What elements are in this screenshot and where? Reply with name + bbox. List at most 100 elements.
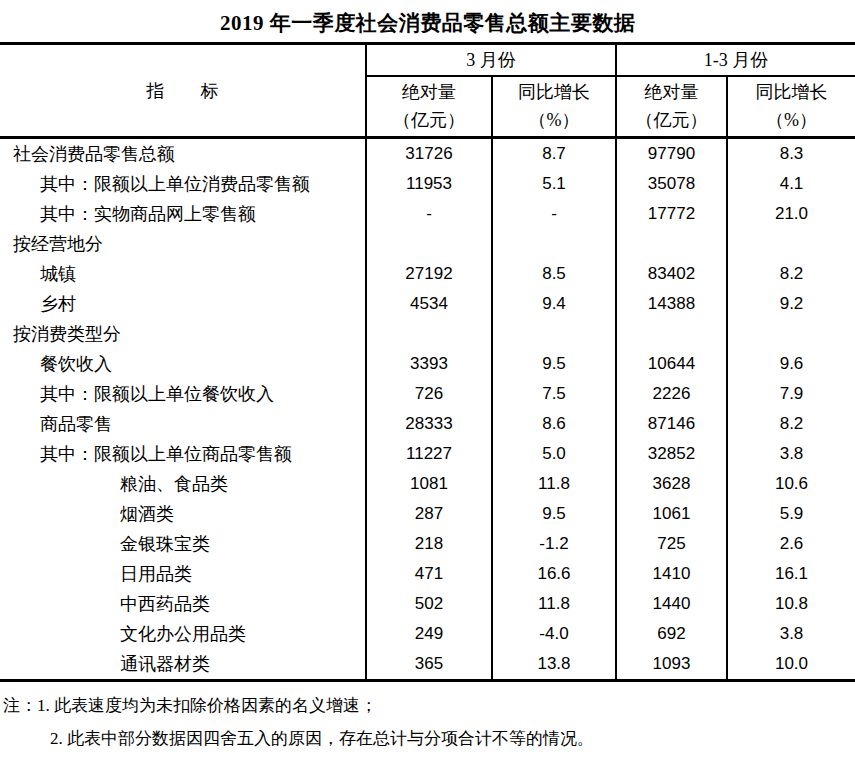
header-group-row: 指 标 3 月份 1-3 月份 bbox=[0, 44, 855, 76]
value-cell: 13.8 bbox=[492, 649, 616, 681]
notes: 注：1. 此表速度均为未扣除价格因素的名义增速； 2. 此表中部分数据因四舍五入… bbox=[0, 682, 855, 755]
retail-sales-table: 指 标 3 月份 1-3 月份 绝对量 （亿元） 同比增长 （%） 绝对量 （亿… bbox=[0, 42, 855, 682]
indicator-cell: 通讯器材类 bbox=[0, 649, 366, 681]
page-title: 2019 年一季度社会消费品零售总额主要数据 bbox=[0, 0, 855, 42]
value-cell: 11953 bbox=[366, 169, 492, 199]
subheader-line: 同比增长 bbox=[728, 78, 855, 106]
value-cell: 10.6 bbox=[727, 469, 855, 499]
value-cell: 365 bbox=[366, 649, 492, 681]
table-row: 社会消费品零售总额317268.7977908.3 bbox=[0, 138, 855, 170]
value-cell: 5.0 bbox=[492, 439, 616, 469]
subheader-line: （%） bbox=[493, 106, 615, 134]
value-cell bbox=[727, 319, 855, 349]
note-line: 2. 此表中部分数据因四舍五入的原因，存在总计与分项合计不等的情况。 bbox=[3, 722, 855, 755]
value-cell: 3393 bbox=[366, 349, 492, 379]
subheader-absolute-jan-mar: 绝对量 （亿元） bbox=[616, 76, 727, 138]
value-cell: - bbox=[366, 199, 492, 229]
indicator-cell: 其中：限额以上单位商品零售额 bbox=[0, 439, 366, 469]
subheader-line: （%） bbox=[728, 106, 855, 134]
indicator-cell: 乡村 bbox=[0, 289, 366, 319]
table-row: 其中：限额以上单位餐饮收入7267.522267.9 bbox=[0, 379, 855, 409]
subheader-line: 绝对量 bbox=[367, 78, 491, 106]
value-cell: 10.0 bbox=[727, 649, 855, 681]
table-row: 文化办公用品类249-4.06923.8 bbox=[0, 619, 855, 649]
value-cell: 7.5 bbox=[492, 379, 616, 409]
subheader-growth-jan-mar: 同比增长 （%） bbox=[727, 76, 855, 138]
value-cell: 11.8 bbox=[492, 469, 616, 499]
value-cell: 32852 bbox=[616, 439, 727, 469]
value-cell: 9.4 bbox=[492, 289, 616, 319]
value-cell bbox=[492, 319, 616, 349]
value-cell: 97790 bbox=[616, 138, 727, 170]
value-cell: 249 bbox=[366, 619, 492, 649]
value-cell bbox=[727, 229, 855, 259]
table-row: 日用品类47116.6141016.1 bbox=[0, 559, 855, 589]
value-cell: 1081 bbox=[366, 469, 492, 499]
indicator-cell: 烟酒类 bbox=[0, 499, 366, 529]
value-cell: 4534 bbox=[366, 289, 492, 319]
value-cell bbox=[366, 319, 492, 349]
table-body: 社会消费品零售总额317268.7977908.3其中：限额以上单位消费品零售额… bbox=[0, 138, 855, 681]
indicator-cell: 其中：限额以上单位消费品零售额 bbox=[0, 169, 366, 199]
indicator-cell: 城镇 bbox=[0, 259, 366, 289]
value-cell: 8.6 bbox=[492, 409, 616, 439]
indicator-cell: 商品零售 bbox=[0, 409, 366, 439]
table-row: 粮油、食品类108111.8362810.6 bbox=[0, 469, 855, 499]
table-row: 中西药品类50211.8144010.8 bbox=[0, 589, 855, 619]
note-line: 注：1. 此表速度均为未扣除价格因素的名义增速； bbox=[3, 689, 855, 722]
value-cell: 692 bbox=[616, 619, 727, 649]
value-cell: 502 bbox=[366, 589, 492, 619]
value-cell: -1.2 bbox=[492, 529, 616, 559]
indicator-cell: 社会消费品零售总额 bbox=[0, 138, 366, 170]
value-cell: 7.9 bbox=[727, 379, 855, 409]
value-cell: 31726 bbox=[366, 138, 492, 170]
table-row: 其中：实物商品网上零售额--1777221.0 bbox=[0, 199, 855, 229]
value-cell: 8.2 bbox=[727, 409, 855, 439]
value-cell: 5.1 bbox=[492, 169, 616, 199]
indicator-cell: 按消费类型分 bbox=[0, 319, 366, 349]
subheader-line: （亿元） bbox=[367, 106, 491, 134]
value-cell: 9.2 bbox=[727, 289, 855, 319]
value-cell: 27192 bbox=[366, 259, 492, 289]
value-cell: 5.9 bbox=[727, 499, 855, 529]
value-cell: 1093 bbox=[616, 649, 727, 681]
column-group-jan-mar: 1-3 月份 bbox=[616, 44, 855, 76]
indicator-cell: 金银珠宝类 bbox=[0, 529, 366, 559]
value-cell: 35078 bbox=[616, 169, 727, 199]
document-page: 2019 年一季度社会消费品零售总额主要数据 指 标 3 月份 1-3 月份 绝… bbox=[0, 0, 855, 764]
value-cell: 725 bbox=[616, 529, 727, 559]
value-cell: 8.2 bbox=[727, 259, 855, 289]
value-cell: 9.5 bbox=[492, 349, 616, 379]
value-cell: 14388 bbox=[616, 289, 727, 319]
value-cell: 3.8 bbox=[727, 619, 855, 649]
value-cell: 17772 bbox=[616, 199, 727, 229]
subheader-absolute-march: 绝对量 （亿元） bbox=[366, 76, 492, 138]
table-row: 城镇271928.5834028.2 bbox=[0, 259, 855, 289]
value-cell: 287 bbox=[366, 499, 492, 529]
value-cell: - bbox=[492, 199, 616, 229]
value-cell: 8.7 bbox=[492, 138, 616, 170]
table-row: 其中：限额以上单位消费品零售额119535.1350784.1 bbox=[0, 169, 855, 199]
table-row: 餐饮收入33939.5106449.6 bbox=[0, 349, 855, 379]
table-row: 商品零售283338.6871468.2 bbox=[0, 409, 855, 439]
value-cell: 83402 bbox=[616, 259, 727, 289]
indicator-cell: 粮油、食品类 bbox=[0, 469, 366, 499]
table-row: 乡村45349.4143889.2 bbox=[0, 289, 855, 319]
indicator-cell: 按经营地分 bbox=[0, 229, 366, 259]
value-cell: 87146 bbox=[616, 409, 727, 439]
value-cell bbox=[492, 229, 616, 259]
value-cell: 726 bbox=[366, 379, 492, 409]
value-cell: 9.5 bbox=[492, 499, 616, 529]
value-cell: 10644 bbox=[616, 349, 727, 379]
table-row: 其中：限额以上单位商品零售额112275.0328523.8 bbox=[0, 439, 855, 469]
indicator-cell: 餐饮收入 bbox=[0, 349, 366, 379]
value-cell: 9.6 bbox=[727, 349, 855, 379]
value-cell: 1440 bbox=[616, 589, 727, 619]
value-cell: -4.0 bbox=[492, 619, 616, 649]
value-cell: 11.8 bbox=[492, 589, 616, 619]
table-row: 按消费类型分 bbox=[0, 319, 855, 349]
value-cell: 28333 bbox=[366, 409, 492, 439]
value-cell: 2.6 bbox=[727, 529, 855, 559]
indicator-cell: 中西药品类 bbox=[0, 589, 366, 619]
subheader-line: （亿元） bbox=[617, 106, 726, 134]
